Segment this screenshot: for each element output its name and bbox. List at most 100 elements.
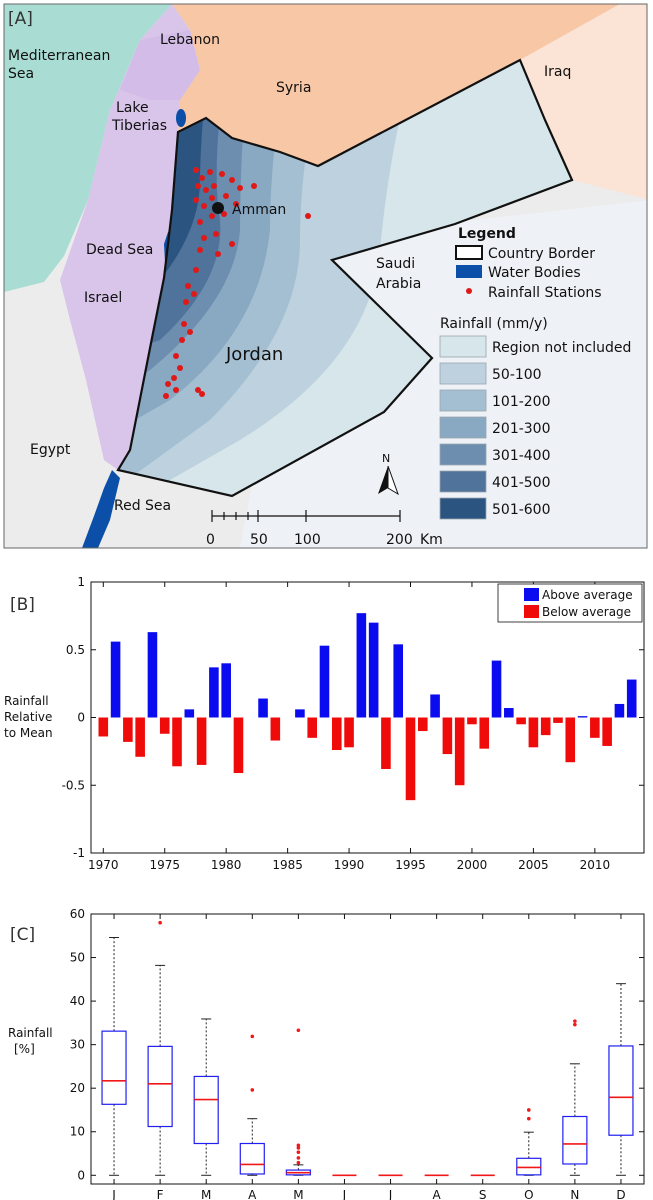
label-jordan: Jordan: [225, 344, 283, 365]
rainfall-class-label: Region not included: [492, 340, 631, 356]
bar-1976: [172, 717, 182, 767]
box-F-1: [147, 920, 173, 1176]
bar-1994: [393, 644, 404, 718]
bar-2003: [504, 708, 514, 718]
map-legend: Legend Country Border Water Bodies Rainf…: [439, 226, 631, 520]
box-ytick-label: 10: [70, 1125, 85, 1139]
box-xtick-label: J: [111, 1188, 116, 1200]
bar-2009: [577, 716, 588, 718]
box-xtick-label: N: [570, 1188, 579, 1200]
bar-1977: [184, 709, 195, 718]
rainfall-class-label: 50-100: [492, 367, 542, 383]
bar-2006: [540, 717, 551, 736]
bar-xtick-label: 2005: [518, 858, 549, 872]
bar-2007: [553, 717, 563, 723]
bar-1992: [368, 622, 379, 718]
bar-xtick-label: 1990: [334, 858, 365, 872]
bar-ylabel-1: Rainfall: [4, 694, 49, 708]
bar-2002: [491, 660, 502, 718]
box-xtick-label: J: [342, 1188, 347, 1200]
box-M-2: [193, 1018, 219, 1176]
north-arrow: N: [378, 452, 399, 496]
outlier-point: [296, 1143, 301, 1148]
bar-ylabel-3: to Mean: [4, 726, 53, 740]
scale-bar: 0 50 100 200 Km: [206, 510, 443, 548]
bar-1973: [135, 717, 145, 757]
bar-xtick-label: 1995: [395, 858, 426, 872]
bar-1993: [381, 717, 391, 769]
bar-1986: [295, 709, 305, 718]
bar-ylabel-2: Relative: [4, 710, 52, 724]
box-plot-panel: [C] Rainfall [%] 0 10 20 30 40 50 60 J F M A M J J A S O…: [8, 907, 645, 1200]
outlier-point: [573, 1019, 577, 1023]
map-panel: [A] Mediterranean Sea Lebanon Syria Iraq…: [3, 3, 648, 549]
bar-2000: [467, 717, 477, 725]
map-panel-label: [A]: [8, 9, 33, 29]
box-xtick-label: J: [388, 1188, 393, 1200]
outlier-point: [296, 1160, 301, 1165]
legend-below: Below average: [542, 605, 631, 619]
box-M-4: [285, 1028, 311, 1176]
box-panel-label: [C]: [10, 925, 35, 945]
label-syria: Syria: [276, 80, 311, 96]
rainfall-class-swatch: [439, 335, 487, 358]
box-J-0: [101, 937, 127, 1176]
bar-ytick-label: 0: [77, 711, 85, 725]
rainfall-class-swatch: [439, 470, 487, 493]
bar-chart-panel: [B] Rainfall Relative to Mean 1 0.5 0 -0.5 -…: [4, 575, 645, 872]
bar-xtick-label: 1980: [211, 858, 242, 872]
bar-xtick-label: 1970: [88, 858, 119, 872]
bar-1997: [430, 694, 440, 718]
label-tiberias: Tiberias: [111, 118, 167, 134]
bar-1972: [123, 717, 133, 742]
label-lake: Lake: [116, 100, 149, 116]
svg-text:200: 200: [386, 532, 413, 548]
bar-2008: [565, 717, 576, 763]
bar-panel-label: [B]: [10, 595, 35, 615]
rainfall-class-label: 401-500: [492, 475, 551, 491]
outlier-point: [296, 1146, 301, 1150]
bar-1990: [344, 717, 354, 748]
outlier-point: [526, 1116, 531, 1121]
bar-1995: [405, 717, 416, 801]
outlier-point: [250, 1034, 255, 1039]
bar-1978: [196, 717, 207, 765]
bar-2011: [602, 717, 612, 746]
box-ytick-label: 50: [70, 951, 85, 965]
bar-1998: [442, 717, 453, 755]
box-O-9: [516, 1108, 542, 1176]
bar-ytick-label: -1: [73, 846, 85, 860]
label-red-sea: Red Sea: [114, 498, 171, 514]
label-saudi: Saudi: [376, 256, 415, 272]
rainfall-class-label: 501-600: [492, 502, 551, 518]
label-iraq: Iraq: [544, 64, 571, 80]
box-xtick-label: M: [201, 1188, 211, 1200]
bar-1975: [159, 717, 170, 734]
svg-text:100: 100: [294, 532, 321, 548]
bar-1974: [147, 632, 158, 718]
bar-1979: [209, 667, 219, 718]
outlier-point: [250, 1088, 255, 1092]
box-ylabel-2: [%]: [14, 1042, 35, 1056]
box-plot-area: [90, 913, 645, 1185]
label-amman: Amman: [232, 202, 286, 218]
svg-text:Km: Km: [420, 532, 443, 548]
box-A-3: [239, 1034, 265, 1176]
box-ylabel-1: Rainfall: [8, 1026, 53, 1040]
rainfall-stations: [163, 167, 311, 399]
bar-1999: [454, 717, 465, 786]
rainfall-legend-title: Rainfall (mm/y): [440, 316, 548, 332]
bar-ytick-label: -0.5: [62, 778, 85, 792]
box-xtick-label: M: [293, 1188, 303, 1200]
bar-1991: [356, 613, 367, 718]
svg-text:0: 0: [206, 532, 215, 548]
rainfall-class-label: 301-400: [492, 448, 551, 464]
bar-1981: [233, 717, 244, 774]
box-xtick-label: F: [157, 1188, 164, 1200]
bar-1987: [307, 717, 317, 738]
box-xtick-label: D: [616, 1188, 625, 1200]
legend-item-stations: Rainfall Stations: [488, 285, 602, 301]
label-israel: Israel: [84, 290, 122, 306]
bar-1971: [110, 641, 121, 718]
